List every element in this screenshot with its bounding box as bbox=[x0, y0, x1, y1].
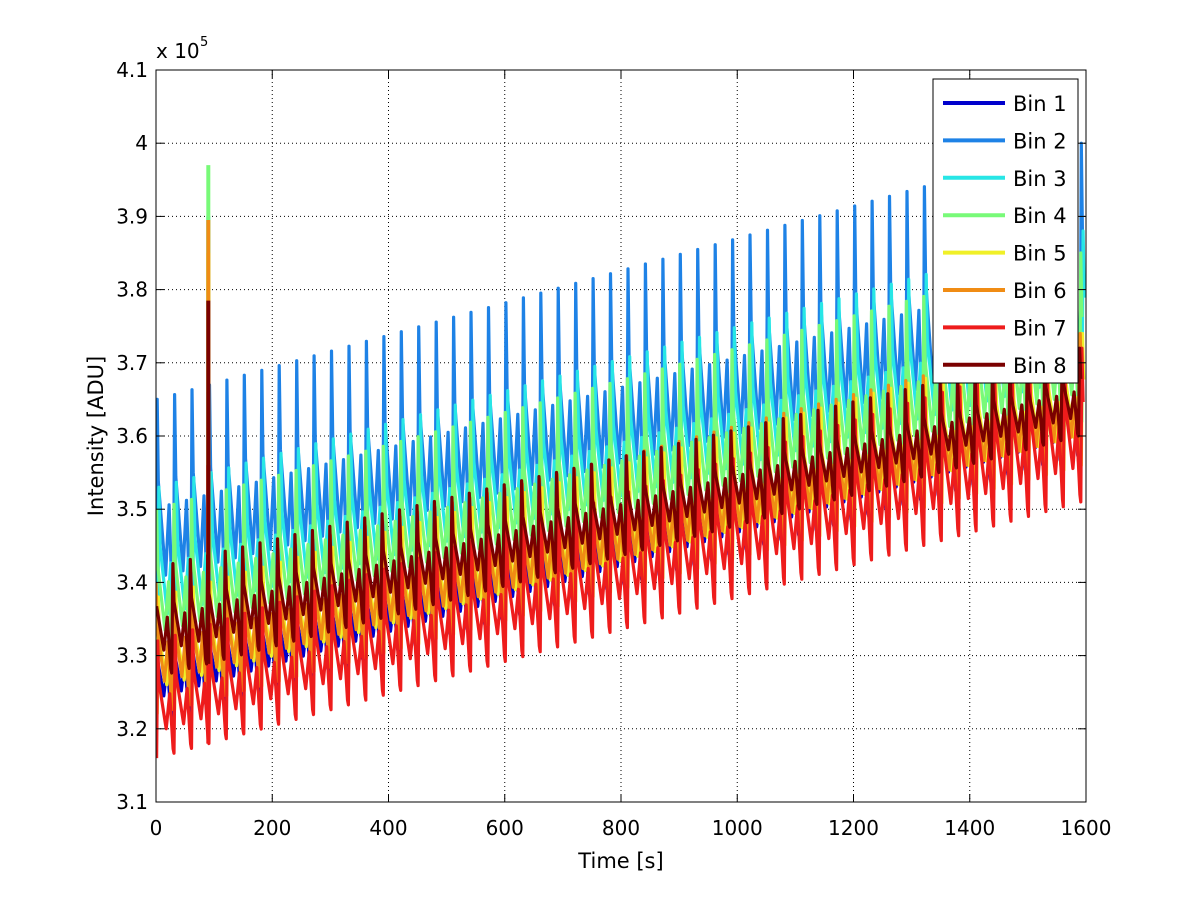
series-line-8 bbox=[156, 346, 1083, 675]
legend-label: Bin 4 bbox=[1013, 204, 1067, 228]
legend-label: Bin 5 bbox=[1013, 242, 1067, 266]
x-tick-label: 1600 bbox=[1061, 816, 1112, 840]
legend-label: Bin 7 bbox=[1013, 316, 1067, 340]
x-axis-title: Time [s] bbox=[577, 849, 663, 873]
x-tick-label: 0 bbox=[150, 816, 163, 840]
y-tick-label: 3.4 bbox=[116, 570, 148, 594]
x-tick-label: 600 bbox=[486, 816, 524, 840]
legend-box bbox=[932, 78, 1079, 384]
legend-label: Bin 2 bbox=[1013, 129, 1067, 153]
x-tick-label: 200 bbox=[253, 816, 291, 840]
x-tick-label: 800 bbox=[602, 816, 640, 840]
y-tick-label: 3.2 bbox=[116, 717, 148, 741]
y-tick-label: 3.6 bbox=[116, 424, 148, 448]
x-tick-label: 1000 bbox=[712, 816, 763, 840]
ticks: 0 200 400 600 800 1000 1200 1400 1600 3.1 3.2 3.3 3.… bbox=[116, 58, 1111, 840]
series-line-7 bbox=[156, 346, 1085, 759]
y-axis-title: Intensity [ADU] bbox=[84, 356, 108, 516]
y-tick-label: 4.1 bbox=[116, 58, 148, 82]
legend: Bin 1 Bin 2 Bin 3 Bin 4 Bin 5 Bin 6 Bin 7 Bin 8 bbox=[932, 78, 1079, 384]
y-tick-label: 3.9 bbox=[116, 204, 148, 228]
y-tick-label: 3.7 bbox=[116, 351, 148, 375]
y-tick-label: 3.3 bbox=[116, 644, 148, 668]
legend-label: Bin 3 bbox=[1013, 167, 1067, 191]
y-tick-label: 3.8 bbox=[116, 278, 148, 302]
x-tick-label: 1400 bbox=[944, 816, 995, 840]
y-tick-label: 3.5 bbox=[116, 497, 148, 521]
legend-label: Bin 6 bbox=[1013, 279, 1067, 303]
y-tick-label: 3.1 bbox=[116, 790, 148, 814]
legend-label: Bin 1 bbox=[1013, 92, 1067, 116]
y-exponent-power: 5 bbox=[200, 35, 208, 50]
y-tick-label: 4 bbox=[135, 131, 148, 155]
x-tick-label: 1200 bbox=[828, 816, 879, 840]
y-exponent-label: x 10 bbox=[156, 39, 200, 63]
x-tick-label: 400 bbox=[369, 816, 407, 840]
series-layer bbox=[156, 141, 1086, 759]
legend-label: Bin 8 bbox=[1013, 354, 1067, 378]
